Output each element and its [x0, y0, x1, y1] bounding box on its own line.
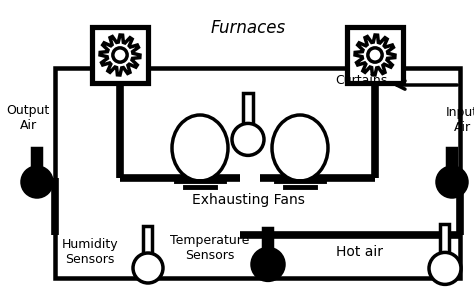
Circle shape	[429, 252, 461, 284]
Text: Input
Air: Input Air	[446, 106, 474, 134]
Bar	[447, 148, 456, 176]
Bar	[347, 27, 403, 83]
Bar	[92, 27, 148, 83]
Text: Exhausting Fans: Exhausting Fans	[191, 193, 304, 207]
Circle shape	[232, 124, 264, 155]
Text: Humidity
Sensors: Humidity Sensors	[62, 238, 118, 266]
Bar	[243, 93, 253, 133]
Text: Hot air: Hot air	[337, 245, 383, 259]
Bar	[264, 228, 273, 258]
Text: Output
Air: Output Air	[6, 104, 50, 132]
Circle shape	[113, 48, 127, 62]
Bar	[55, 68, 460, 278]
Text: Furnaces: Furnaces	[210, 19, 285, 37]
Ellipse shape	[172, 115, 228, 181]
Bar	[440, 224, 449, 262]
Bar	[33, 148, 42, 176]
Circle shape	[437, 167, 467, 197]
Text: Temperature
Sensors: Temperature Sensors	[170, 234, 250, 262]
Circle shape	[368, 48, 382, 62]
Circle shape	[22, 167, 52, 197]
Circle shape	[133, 253, 163, 283]
Polygon shape	[100, 35, 140, 75]
Bar	[144, 226, 153, 262]
Circle shape	[252, 249, 284, 280]
Text: Curtains: Curtains	[336, 73, 388, 86]
Ellipse shape	[272, 115, 328, 181]
Polygon shape	[355, 35, 395, 75]
